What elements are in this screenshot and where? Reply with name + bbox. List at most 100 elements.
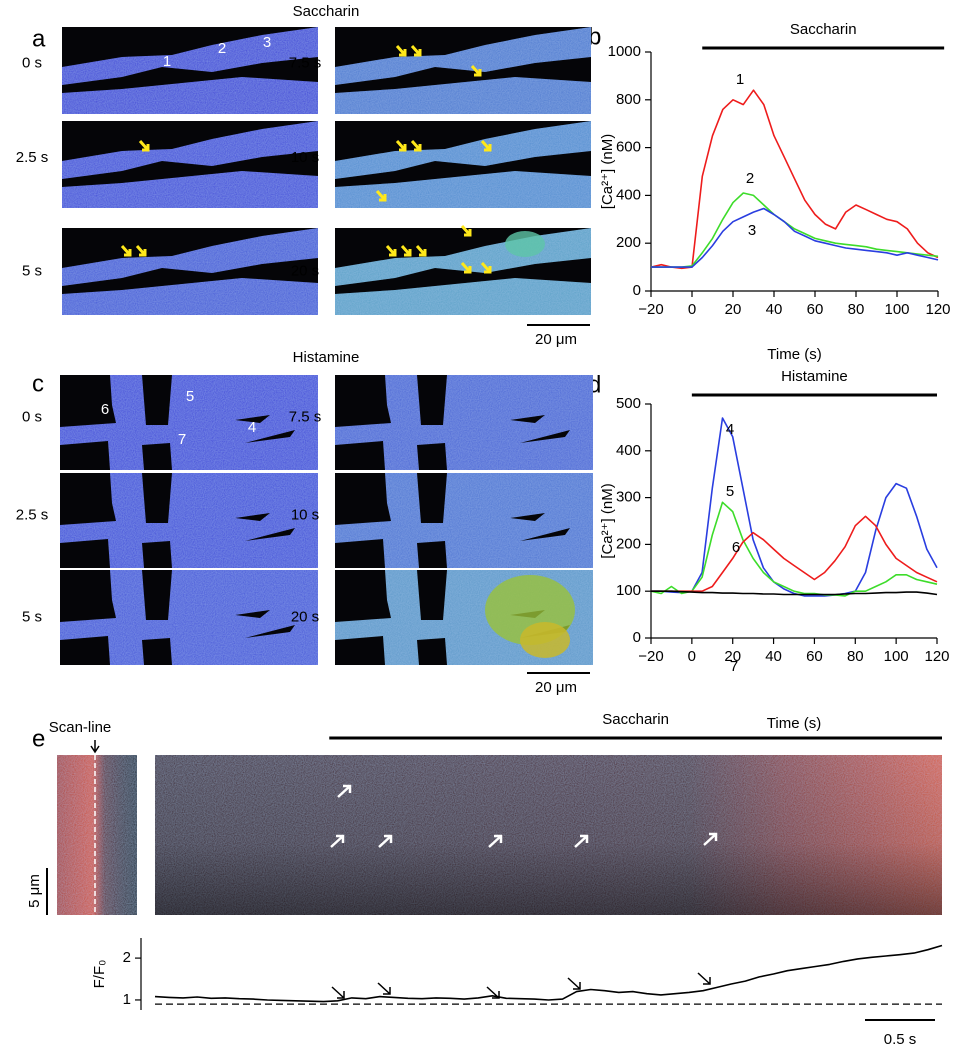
image-dark — [520, 528, 570, 541]
image-dark — [335, 375, 391, 427]
cell-shape — [335, 77, 591, 114]
image-dark — [335, 539, 385, 568]
image-dark — [60, 473, 116, 525]
micrograph — [335, 228, 591, 315]
cell-shape — [335, 27, 591, 85]
image-dark — [235, 513, 270, 521]
image-dark — [510, 513, 545, 521]
y-tick-label: 100 — [616, 582, 641, 599]
panel-label: e — [32, 725, 45, 752]
yellow-arrow — [120, 245, 132, 257]
y-tick-label: 800 — [616, 91, 641, 108]
yellow-arrow — [135, 245, 147, 257]
cell-shape — [60, 375, 318, 470]
cell-shape — [62, 121, 318, 179]
yellow-arrow — [138, 140, 150, 152]
cell-hot — [505, 231, 545, 257]
image-dark — [142, 570, 172, 620]
cell-shape — [335, 171, 591, 208]
x-tick-label: 80 — [848, 301, 865, 318]
x-tick-label: 60 — [807, 301, 824, 318]
time-label: 0 s — [22, 54, 42, 71]
image-dark — [60, 539, 110, 568]
y-tick-label: 500 — [616, 395, 641, 412]
cell-label: 5 — [186, 388, 194, 405]
stimulus-label: Saccharin — [602, 711, 669, 728]
cell-label: 3 — [263, 34, 271, 51]
image-dark — [235, 415, 270, 423]
yellow-arrow — [395, 140, 407, 152]
time-label: 0.5 s — [884, 1031, 917, 1048]
time-label: 7.5 s — [289, 408, 322, 425]
stimulus-label: Saccharin — [790, 21, 857, 38]
series-label: 7 — [730, 658, 738, 675]
scale-label: 5 μm — [26, 874, 43, 908]
series-label: 6 — [732, 539, 740, 556]
image-dark — [60, 375, 116, 427]
x-axis-label: Time (s) — [767, 346, 821, 363]
cell-label: 2 — [218, 40, 226, 57]
cell-shape — [60, 570, 318, 665]
image-dark — [245, 528, 295, 541]
x-tick-label: 120 — [924, 648, 949, 665]
cell-label: 4 — [248, 419, 256, 436]
time-label: 7.5 s — [289, 54, 322, 71]
time-label: 0 s — [22, 408, 42, 425]
image-dark — [335, 636, 385, 665]
y-axis-label: [Ca²⁺] (nM) — [599, 134, 616, 209]
cell-label: 7 — [178, 431, 186, 448]
panel-label: c — [32, 370, 44, 397]
x-tick-label: 20 — [724, 648, 741, 665]
x-tick-label: 60 — [806, 648, 823, 665]
image-dark — [520, 430, 570, 443]
yellow-arrow — [460, 225, 472, 237]
x-tick-label: 40 — [766, 301, 783, 318]
image-dark — [335, 441, 385, 470]
yellow-arrow — [410, 45, 422, 57]
y-tick-label: 200 — [616, 234, 641, 251]
micrograph — [62, 121, 318, 208]
y-tick-label: 400 — [616, 186, 641, 203]
micrograph — [335, 375, 593, 470]
image-dark — [142, 443, 172, 470]
cell-shape — [62, 77, 318, 114]
cell-shape — [62, 171, 318, 208]
cell-shape — [335, 473, 593, 568]
image-dark — [60, 570, 116, 622]
yellow-arrow — [470, 65, 482, 77]
data-line — [651, 515, 938, 592]
y-tick-label: 600 — [616, 139, 641, 156]
x-tick-label: 80 — [847, 648, 864, 665]
yellow-arrow — [480, 262, 492, 274]
y-tick-label: 2 — [123, 949, 131, 966]
data-line — [154, 944, 943, 1003]
yellow-arrow — [385, 245, 397, 257]
image-dark — [60, 441, 110, 470]
data-line — [651, 590, 938, 596]
image-dark — [417, 443, 447, 470]
x-tick-label: 0 — [688, 301, 696, 318]
time-label: 2.5 s — [16, 149, 49, 166]
scale-label: 20 μm — [535, 679, 577, 696]
image-dark — [142, 638, 172, 665]
image-dark — [417, 638, 447, 665]
data-line — [650, 501, 938, 597]
yellow-arrow — [410, 140, 422, 152]
series-label: 2 — [746, 170, 754, 187]
micrograph: 6 5 7 4 — [60, 375, 318, 470]
stimulus-label: Histamine — [781, 368, 848, 385]
image-dark — [235, 610, 270, 618]
panel-title: Saccharin — [293, 3, 360, 20]
yellow-arrow — [460, 262, 472, 274]
image-dark — [417, 570, 447, 620]
scan-image — [57, 755, 137, 915]
micrograph — [60, 570, 318, 665]
x-axis-label: Time (s) — [767, 715, 821, 732]
cell-shape — [62, 27, 318, 85]
data-line — [651, 417, 938, 597]
cell-shape — [62, 228, 318, 286]
y-axis-label: F/F₀ — [91, 960, 108, 989]
cell-hot — [520, 622, 570, 658]
y-axis-label: [Ca²⁺] (nM) — [599, 483, 616, 558]
micrograph — [62, 228, 318, 315]
